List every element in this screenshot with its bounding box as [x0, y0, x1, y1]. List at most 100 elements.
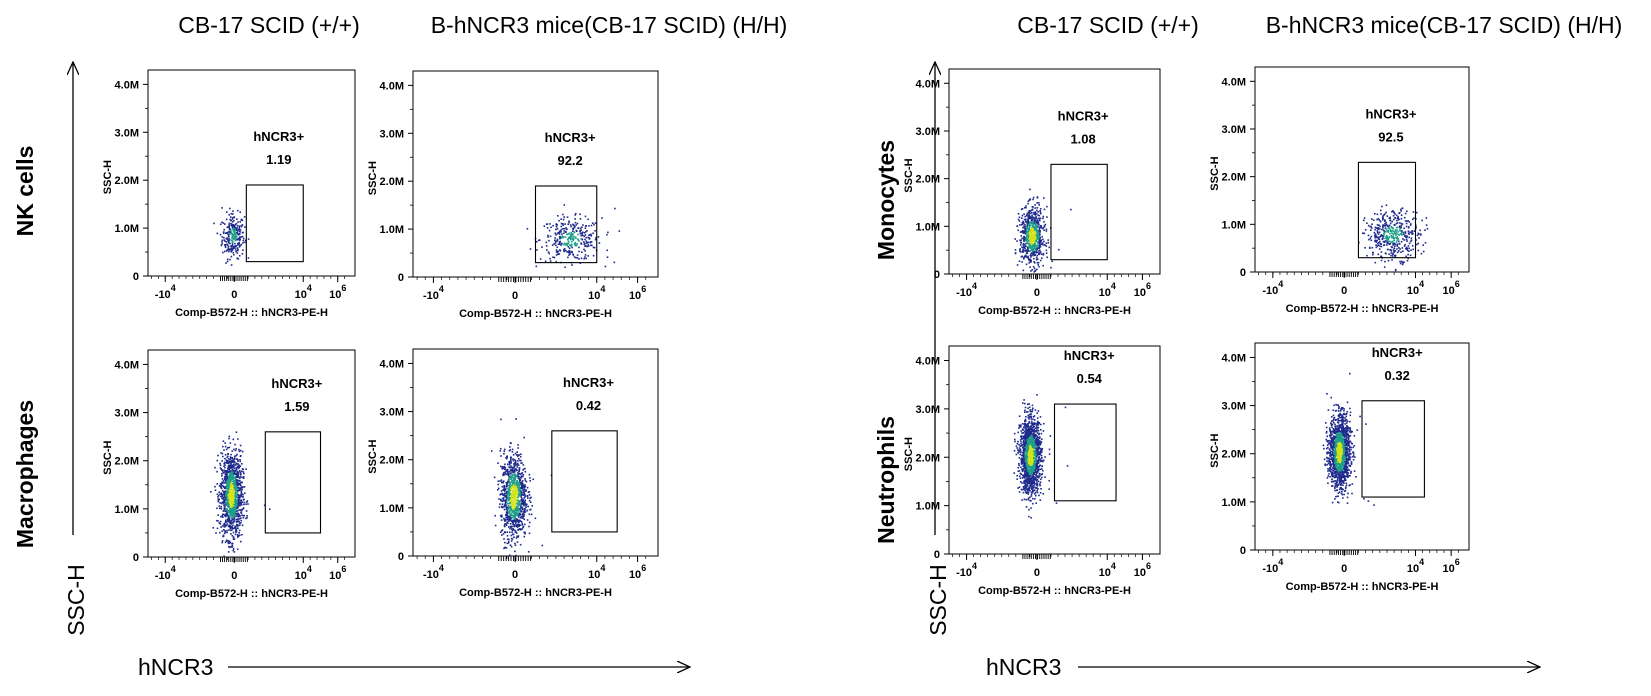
- event-dot: [243, 503, 245, 506]
- y-tick-label: 2.0M: [916, 452, 940, 464]
- event-dot: [523, 523, 526, 526]
- event-dot: [239, 477, 241, 480]
- event-dot: [521, 517, 524, 519]
- event-dot: [1030, 249, 1033, 251]
- event-dot: [520, 502, 523, 505]
- event-dot: [228, 435, 231, 438]
- event-dot: [221, 541, 223, 544]
- event-dot: [580, 235, 583, 237]
- event-dot: [517, 524, 520, 527]
- event-dot: [508, 476, 510, 478]
- event-dot: [568, 233, 570, 235]
- event-dot: [226, 484, 228, 486]
- event-dot: [235, 431, 238, 433]
- event-dot: [224, 223, 226, 225]
- event-dot: [236, 238, 238, 241]
- event-dot: [512, 486, 515, 489]
- event-dot: [1034, 242, 1037, 245]
- y-tick-label: 0: [398, 272, 404, 284]
- event-dot: [552, 256, 554, 258]
- gate-percentage: 0.42: [576, 398, 601, 413]
- event-dot: [236, 491, 239, 494]
- event-dot: [511, 531, 513, 534]
- event-dot: [242, 249, 244, 251]
- event-dot: [1029, 254, 1032, 257]
- event-dot: [1403, 233, 1405, 236]
- event-dot: [221, 515, 223, 517]
- event-dot: [1408, 226, 1410, 228]
- event-dot: [228, 504, 230, 506]
- event-dot: [517, 464, 520, 466]
- event-dot: [555, 249, 558, 251]
- event-dot: [1377, 244, 1380, 247]
- event-dot: [517, 487, 520, 489]
- event-dot: [558, 253, 561, 255]
- event-dot: [568, 221, 570, 224]
- event-dot: [573, 256, 576, 258]
- event-dot: [225, 524, 228, 527]
- event-dot: [562, 218, 565, 221]
- event-dot: [523, 493, 526, 495]
- event-dot: [237, 473, 240, 475]
- event-dot: [508, 498, 510, 501]
- event-dot: [241, 468, 244, 470]
- event-dot: [237, 527, 239, 529]
- event-dot: [510, 545, 513, 548]
- event-dot: [239, 470, 241, 473]
- event-dot: [563, 248, 566, 250]
- event-dot: [516, 485, 518, 488]
- event-dot: [1034, 229, 1036, 231]
- event-dot: [557, 215, 559, 217]
- event-dot: [526, 228, 529, 230]
- hncr3-gate: [245, 184, 304, 263]
- event-dot: [512, 477, 514, 479]
- event-dot: [1025, 232, 1028, 235]
- event-dot: [223, 471, 226, 473]
- event-dot: [229, 479, 231, 482]
- event-dot: [231, 235, 234, 238]
- event-dot: [228, 467, 230, 470]
- event-dot: [561, 233, 563, 235]
- event-dot: [511, 512, 513, 515]
- event-dot: [1018, 475, 1021, 477]
- y-tick-label: 4.0M: [916, 78, 940, 90]
- event-dot: [237, 479, 239, 482]
- event-dot: [1031, 232, 1033, 234]
- event-dot: [520, 484, 523, 487]
- event-dot: [226, 469, 228, 472]
- event-dot: [1410, 223, 1412, 225]
- y-tick-label: 2.0M: [380, 455, 404, 467]
- event-dot: [544, 260, 547, 263]
- event-dot: [237, 520, 239, 523]
- event-dot: [1043, 224, 1046, 227]
- event-dot: [594, 230, 596, 232]
- event-dot: [504, 547, 506, 549]
- event-dot: [509, 554, 511, 556]
- event-dot: [230, 494, 233, 496]
- scatter-points: [210, 431, 271, 558]
- y-tick-label: 2.0M: [916, 174, 940, 186]
- event-dot: [1033, 233, 1036, 236]
- event-dot: [1030, 209, 1033, 212]
- event-dot: [588, 237, 590, 239]
- event-dot: [521, 501, 524, 504]
- event-dot: [228, 469, 231, 472]
- event-dot: [1380, 251, 1383, 253]
- event-dot: [225, 241, 228, 243]
- event-dot: [557, 250, 559, 253]
- event-dot: [229, 467, 232, 469]
- event-dot: [499, 450, 502, 452]
- event-dot: [1400, 210, 1402, 212]
- event-dot: [1381, 216, 1384, 218]
- event-dot: [504, 492, 506, 495]
- event-dot: [1036, 478, 1039, 481]
- event-dot: [512, 528, 514, 530]
- event-dot: [228, 477, 230, 480]
- event-dot: [523, 490, 525, 493]
- event-dot: [548, 229, 551, 232]
- event-dot: [1396, 217, 1399, 220]
- event-dot: [519, 524, 522, 526]
- event-dot: [515, 481, 518, 483]
- event-dot: [239, 233, 241, 235]
